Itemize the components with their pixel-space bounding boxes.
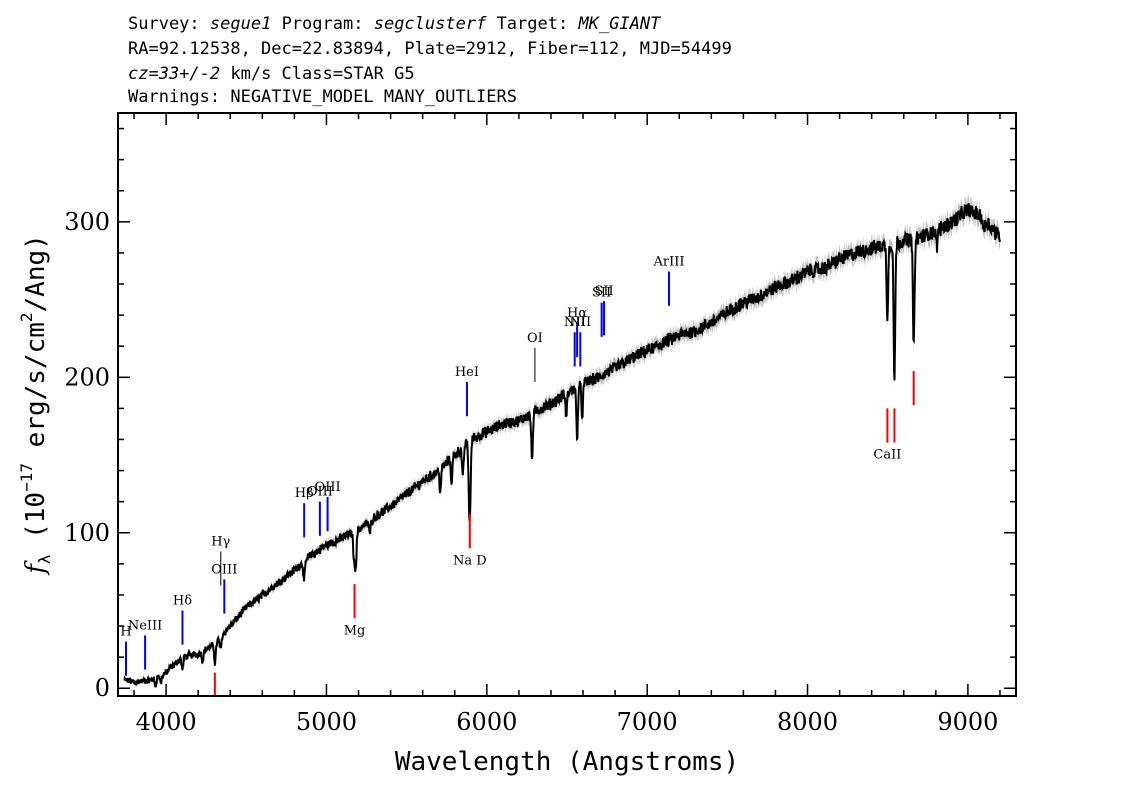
emission-label-5: Hβ (295, 486, 314, 501)
error-band (124, 194, 1000, 690)
emission-label-10: NII (564, 315, 586, 330)
axis-layer: 4000 5000 6000 7000 8000 9000 0 100 200 300 (64, 113, 1016, 736)
header-line-2: RA=92.12538, Dec=22.83894, Plate=2912, F… (128, 39, 732, 59)
x-axis-title: Wavelength (Angstroms) (395, 747, 739, 777)
survey-value: segue1 (209, 14, 272, 34)
y-tick-label-1: 100 (64, 519, 110, 547)
absorption-label-1: Mg (344, 623, 366, 638)
emission-label-3: Hγ (211, 534, 230, 549)
line-marker-layer: HNeIIIHδHγOIIIHβOIIIOIIIHeIOINIIHαNIISII… (120, 255, 915, 696)
program-value: segclusterf (373, 14, 487, 34)
redshift-value: cz=33+/-2 (128, 64, 221, 84)
header-line-1: Survey: segue1 Program: segclusterf Targ… (128, 14, 660, 34)
survey-label: Survey: (128, 14, 200, 34)
y-axis-title: fλ (10−17 erg/s/cm2/Ang) (17, 234, 54, 576)
y-tick-label-2: 200 (64, 363, 110, 391)
svg-text:fλ (10−17 erg/s/cm2/Ang): fλ (10−17 erg/s/cm2/Ang) (17, 234, 54, 576)
absorption-label-2: Na D (453, 553, 487, 568)
emission-label-9: OI (527, 331, 543, 346)
emission-label-4: OIII (211, 562, 237, 577)
emission-label-15: ArIII (652, 255, 684, 270)
absorption-label-3: CaII (873, 448, 901, 463)
x-tick-label-0: 4000 (136, 708, 197, 736)
error-band-layer (124, 194, 1000, 690)
x-tick-label-2: 6000 (456, 708, 517, 736)
emission-label-2: Hδ (173, 593, 192, 608)
emission-label-14: SII (594, 284, 613, 299)
spectrum-line (123, 203, 1001, 688)
emission-label-7: OIII (315, 480, 341, 495)
spectrum-layer (123, 203, 1001, 688)
plot-frame (117, 112, 1017, 697)
header-line-4: Warnings: NEGATIVE_MODEL MANY_OUTLIERS (128, 87, 517, 107)
class-info: km/s Class=STAR G5 (230, 64, 415, 84)
x-tick-label-3: 7000 (617, 708, 678, 736)
emission-label-1: NeIII (128, 618, 162, 633)
emission-label-8: HeI (455, 365, 479, 380)
emission-label-0: H (120, 625, 131, 640)
emission-label-13: SII (592, 286, 611, 301)
y-tick-label-0: 0 (95, 674, 110, 702)
emission-label-12: NII (569, 315, 591, 330)
target-value: MK_GIANT (578, 14, 661, 34)
emission-label-6: OIII (307, 485, 333, 500)
program-label: Program: (281, 14, 364, 34)
x-tick-label-4: 8000 (777, 708, 838, 736)
target-label: Target: (496, 14, 569, 34)
header-line-3: cz=33+/-2 km/s Class=STAR G5 (128, 64, 415, 84)
y-tick-label-3: 300 (64, 208, 110, 236)
emission-label-11: Hα (567, 306, 587, 321)
x-tick-label-1: 5000 (296, 708, 357, 736)
x-tick-label-5: 9000 (937, 708, 998, 736)
